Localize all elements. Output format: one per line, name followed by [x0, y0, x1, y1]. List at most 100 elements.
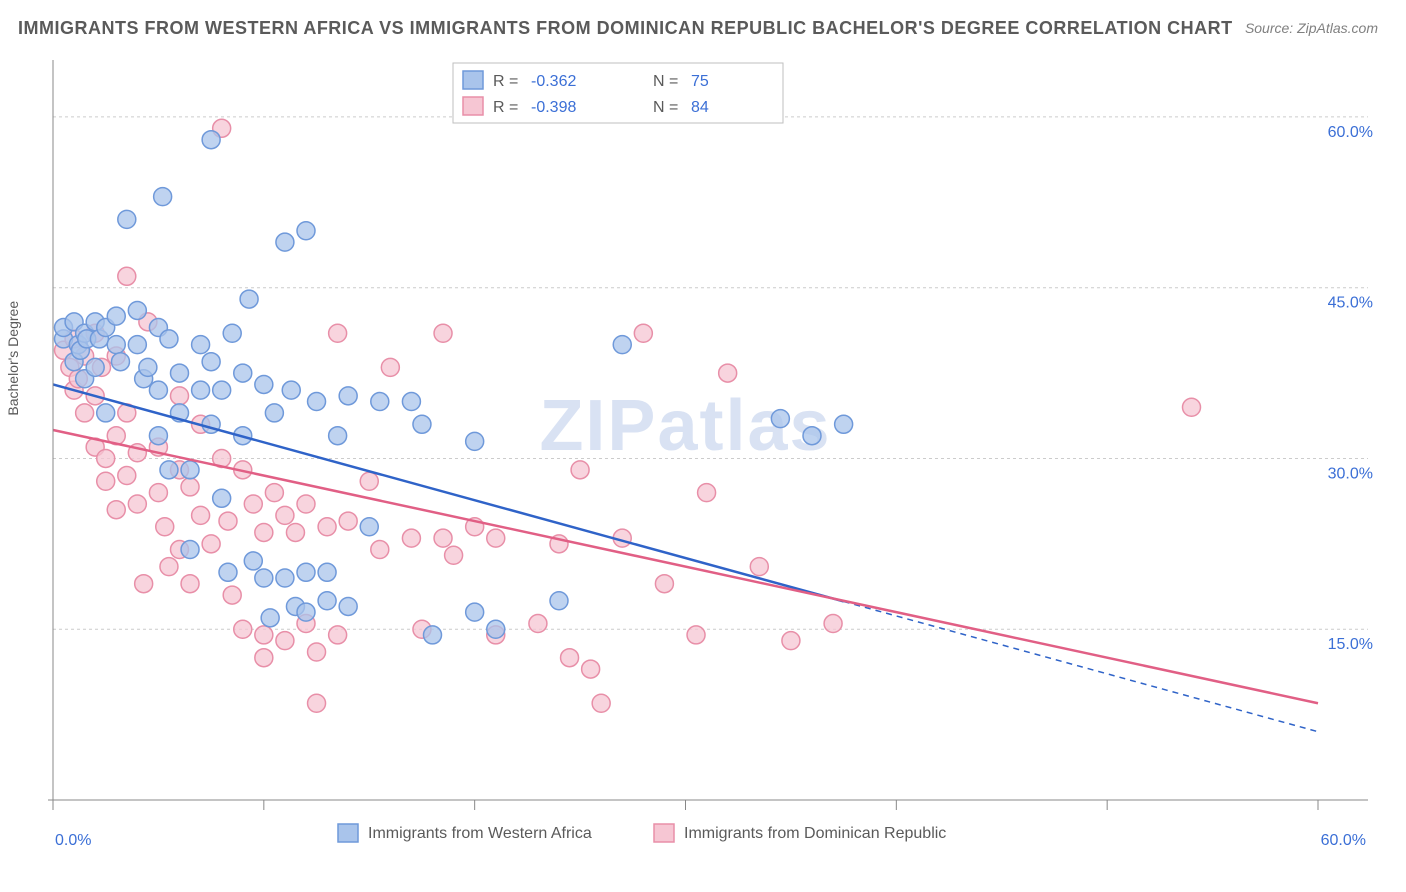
data-point: [487, 620, 505, 638]
data-point: [424, 626, 442, 644]
data-point: [318, 563, 336, 581]
x-tick-label: 60.0%: [1321, 832, 1366, 849]
data-point: [213, 381, 231, 399]
data-point: [97, 404, 115, 422]
data-point: [466, 432, 484, 450]
data-point: [487, 529, 505, 547]
data-point: [192, 336, 210, 354]
data-point: [360, 472, 378, 490]
data-point: [286, 523, 304, 541]
data-point: [308, 694, 326, 712]
data-point: [128, 495, 146, 513]
data-point: [135, 575, 153, 593]
data-point: [308, 643, 326, 661]
data-point: [171, 387, 189, 405]
data-point: [592, 694, 610, 712]
data-point: [771, 410, 789, 428]
y-tick-label: 30.0%: [1328, 465, 1373, 482]
legend-r-value: -0.398: [531, 99, 576, 116]
data-point: [276, 569, 294, 587]
legend-r-label: R =: [493, 99, 518, 116]
data-point: [261, 609, 279, 627]
data-point: [76, 404, 94, 422]
data-point: [318, 592, 336, 610]
data-point: [128, 336, 146, 354]
data-point: [171, 364, 189, 382]
legend-n-value: 75: [691, 73, 709, 90]
data-point: [550, 592, 568, 610]
trend-line-extrapolated: [844, 601, 1318, 731]
data-point: [613, 336, 631, 354]
correlation-chart: 15.0%30.0%45.0%60.0%ZIPatlas0.0%60.0%R =…: [18, 55, 1388, 875]
legend-n-value: 84: [691, 99, 709, 116]
data-point: [339, 387, 357, 405]
data-point: [282, 381, 300, 399]
y-axis-label: Bachelor's Degree: [5, 300, 21, 415]
data-point: [160, 461, 178, 479]
data-point: [107, 336, 125, 354]
data-point: [698, 484, 716, 502]
legend-swatch: [654, 824, 674, 842]
data-point: [655, 575, 673, 593]
data-point: [750, 558, 768, 576]
data-point: [111, 353, 129, 371]
legend-n-label: N =: [653, 99, 678, 116]
data-point: [255, 375, 273, 393]
data-point: [687, 626, 705, 644]
data-point: [97, 449, 115, 467]
legend-r-label: R =: [493, 73, 518, 90]
data-point: [803, 427, 821, 445]
data-point: [86, 358, 104, 376]
data-point: [118, 210, 136, 228]
data-point: [202, 131, 220, 149]
legend-swatch: [338, 824, 358, 842]
data-point: [192, 506, 210, 524]
data-point: [202, 353, 220, 371]
data-point: [154, 188, 172, 206]
data-point: [634, 324, 652, 342]
data-point: [128, 301, 146, 319]
data-point: [156, 518, 174, 536]
chart-title: IMMIGRANTS FROM WESTERN AFRICA VS IMMIGR…: [18, 18, 1233, 38]
data-point: [223, 586, 241, 604]
data-point: [255, 649, 273, 667]
data-point: [118, 267, 136, 285]
data-point: [219, 563, 237, 581]
data-point: [181, 575, 199, 593]
y-tick-label: 45.0%: [1328, 295, 1373, 312]
data-point: [160, 558, 178, 576]
data-point: [329, 427, 347, 445]
data-point: [107, 501, 125, 519]
y-tick-label: 15.0%: [1328, 636, 1373, 653]
data-point: [118, 467, 136, 485]
data-point: [149, 381, 167, 399]
trend-line: [53, 430, 1318, 703]
data-point: [413, 415, 431, 433]
data-point: [181, 541, 199, 559]
data-point: [466, 603, 484, 621]
data-point: [255, 569, 273, 587]
legend-swatch: [463, 97, 483, 115]
data-point: [244, 495, 262, 513]
data-point: [529, 615, 547, 633]
data-point: [297, 603, 315, 621]
data-point: [276, 506, 294, 524]
data-point: [234, 364, 252, 382]
data-point: [835, 415, 853, 433]
data-point: [244, 552, 262, 570]
watermark: ZIPatlas: [539, 386, 831, 466]
data-point: [445, 546, 463, 564]
data-point: [149, 427, 167, 445]
data-point: [360, 518, 378, 536]
data-point: [719, 364, 737, 382]
data-point: [297, 222, 315, 240]
data-point: [139, 358, 157, 376]
data-point: [582, 660, 600, 678]
data-point: [202, 535, 220, 553]
legend-series-name: Immigrants from Dominican Republic: [684, 825, 946, 842]
data-point: [192, 381, 210, 399]
data-point: [160, 330, 178, 348]
data-point: [181, 461, 199, 479]
data-point: [381, 358, 399, 376]
data-point: [782, 632, 800, 650]
